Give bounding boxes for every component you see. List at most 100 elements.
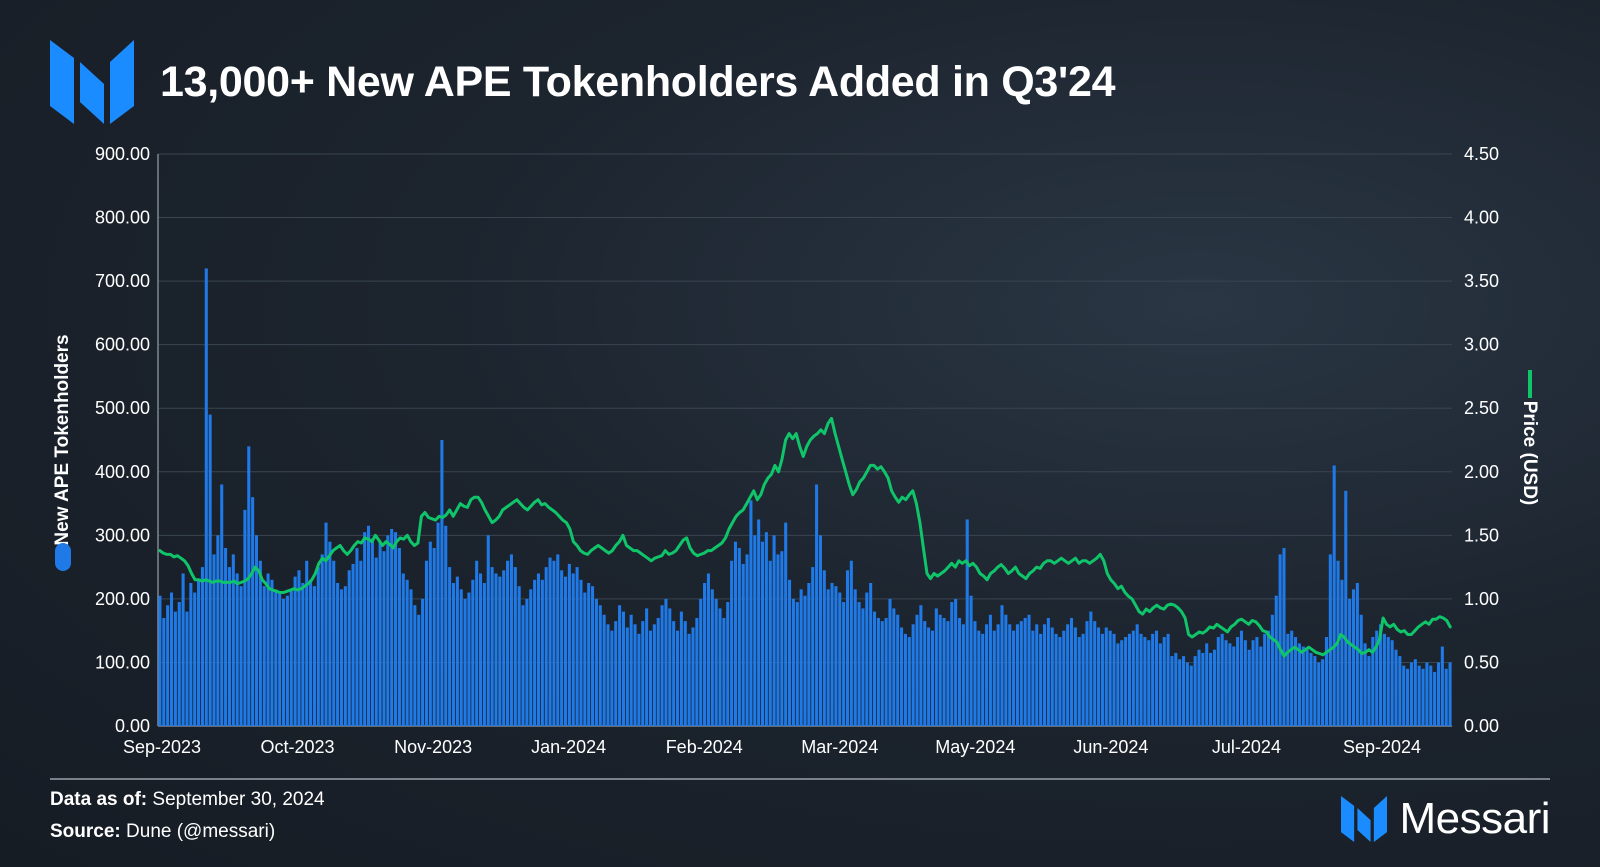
bar	[629, 614, 633, 726]
x-tick-label: Sep-2023	[123, 737, 201, 757]
bar	[1417, 665, 1421, 726]
bar	[826, 589, 830, 726]
bar	[737, 548, 741, 726]
bar	[1429, 665, 1433, 726]
bar	[1031, 630, 1035, 726]
y-right-tick-label: 4.00	[1464, 208, 1499, 228]
bar	[1104, 627, 1108, 726]
bar	[961, 624, 965, 726]
bar	[799, 589, 803, 726]
bar	[266, 573, 270, 726]
bar	[181, 573, 185, 726]
bar	[911, 624, 915, 726]
x-tick-label: May-2024	[935, 737, 1015, 757]
bar	[305, 560, 309, 726]
bar	[1375, 630, 1379, 726]
bar	[517, 586, 521, 726]
bar	[533, 579, 537, 726]
bar	[185, 611, 189, 726]
bar	[1402, 665, 1406, 726]
bar	[957, 617, 962, 726]
bar	[297, 570, 301, 726]
bar	[1127, 633, 1131, 726]
bar	[1282, 548, 1286, 726]
bar	[1448, 662, 1452, 726]
x-tick-label: Oct-2023	[261, 737, 335, 757]
bar	[1100, 633, 1104, 726]
bar	[486, 535, 490, 726]
bar	[1309, 652, 1313, 726]
bar	[479, 573, 483, 726]
bar	[197, 579, 201, 726]
bar	[366, 525, 371, 726]
bar	[220, 484, 224, 726]
bar	[857, 602, 861, 726]
bar	[706, 573, 710, 726]
data-as-of-label: Data as of:	[50, 789, 148, 810]
bar	[1251, 640, 1255, 726]
bar	[1359, 614, 1363, 726]
bar	[1266, 630, 1271, 726]
bar	[1085, 621, 1089, 726]
bar	[1324, 637, 1328, 726]
bar	[815, 484, 819, 726]
bar	[162, 617, 166, 726]
bar	[401, 573, 405, 726]
bar	[969, 595, 973, 726]
bar	[1039, 633, 1043, 726]
bar	[676, 630, 680, 726]
bar	[316, 567, 320, 726]
bar	[985, 624, 989, 726]
bar	[451, 583, 456, 726]
bar	[703, 583, 707, 726]
y-left-tick-label: 0.00	[115, 716, 150, 736]
bar	[1027, 614, 1031, 726]
bar	[606, 624, 610, 726]
bar	[1232, 646, 1236, 726]
bar	[544, 567, 548, 726]
bar	[807, 583, 811, 726]
bar	[498, 576, 502, 726]
bar	[853, 589, 857, 726]
bar	[648, 630, 653, 726]
bar	[645, 608, 649, 726]
bar	[764, 532, 768, 726]
bar	[216, 535, 220, 726]
bar	[1440, 646, 1444, 726]
bar	[1120, 640, 1124, 726]
bar	[1058, 637, 1062, 726]
bar	[1170, 656, 1174, 726]
bar	[1015, 624, 1019, 726]
bar	[309, 579, 313, 726]
bar	[177, 602, 181, 726]
bar	[1050, 627, 1054, 726]
bar	[591, 586, 595, 726]
bar	[1089, 611, 1093, 726]
bar	[1313, 656, 1317, 726]
bar	[293, 576, 297, 726]
bar	[351, 563, 355, 726]
bar	[710, 589, 714, 726]
bar	[502, 570, 506, 726]
x-tick-label: Sep-2024	[1343, 737, 1421, 757]
bar	[390, 528, 394, 726]
bar	[730, 560, 734, 726]
messari-brand-icon	[1341, 796, 1388, 842]
bar	[1077, 637, 1081, 726]
bar	[695, 617, 699, 726]
bar	[1154, 630, 1159, 726]
bar	[173, 611, 177, 726]
bar	[421, 598, 425, 726]
bar	[1158, 643, 1162, 726]
bar	[1294, 637, 1298, 726]
bar	[872, 611, 877, 726]
source-label: Source:	[50, 821, 121, 842]
bar	[1019, 621, 1023, 726]
bar	[552, 560, 556, 726]
bar	[903, 633, 907, 726]
bar	[745, 554, 749, 726]
bar	[1182, 656, 1186, 726]
bar	[1379, 624, 1383, 726]
bar	[772, 535, 776, 726]
bar	[285, 595, 289, 726]
